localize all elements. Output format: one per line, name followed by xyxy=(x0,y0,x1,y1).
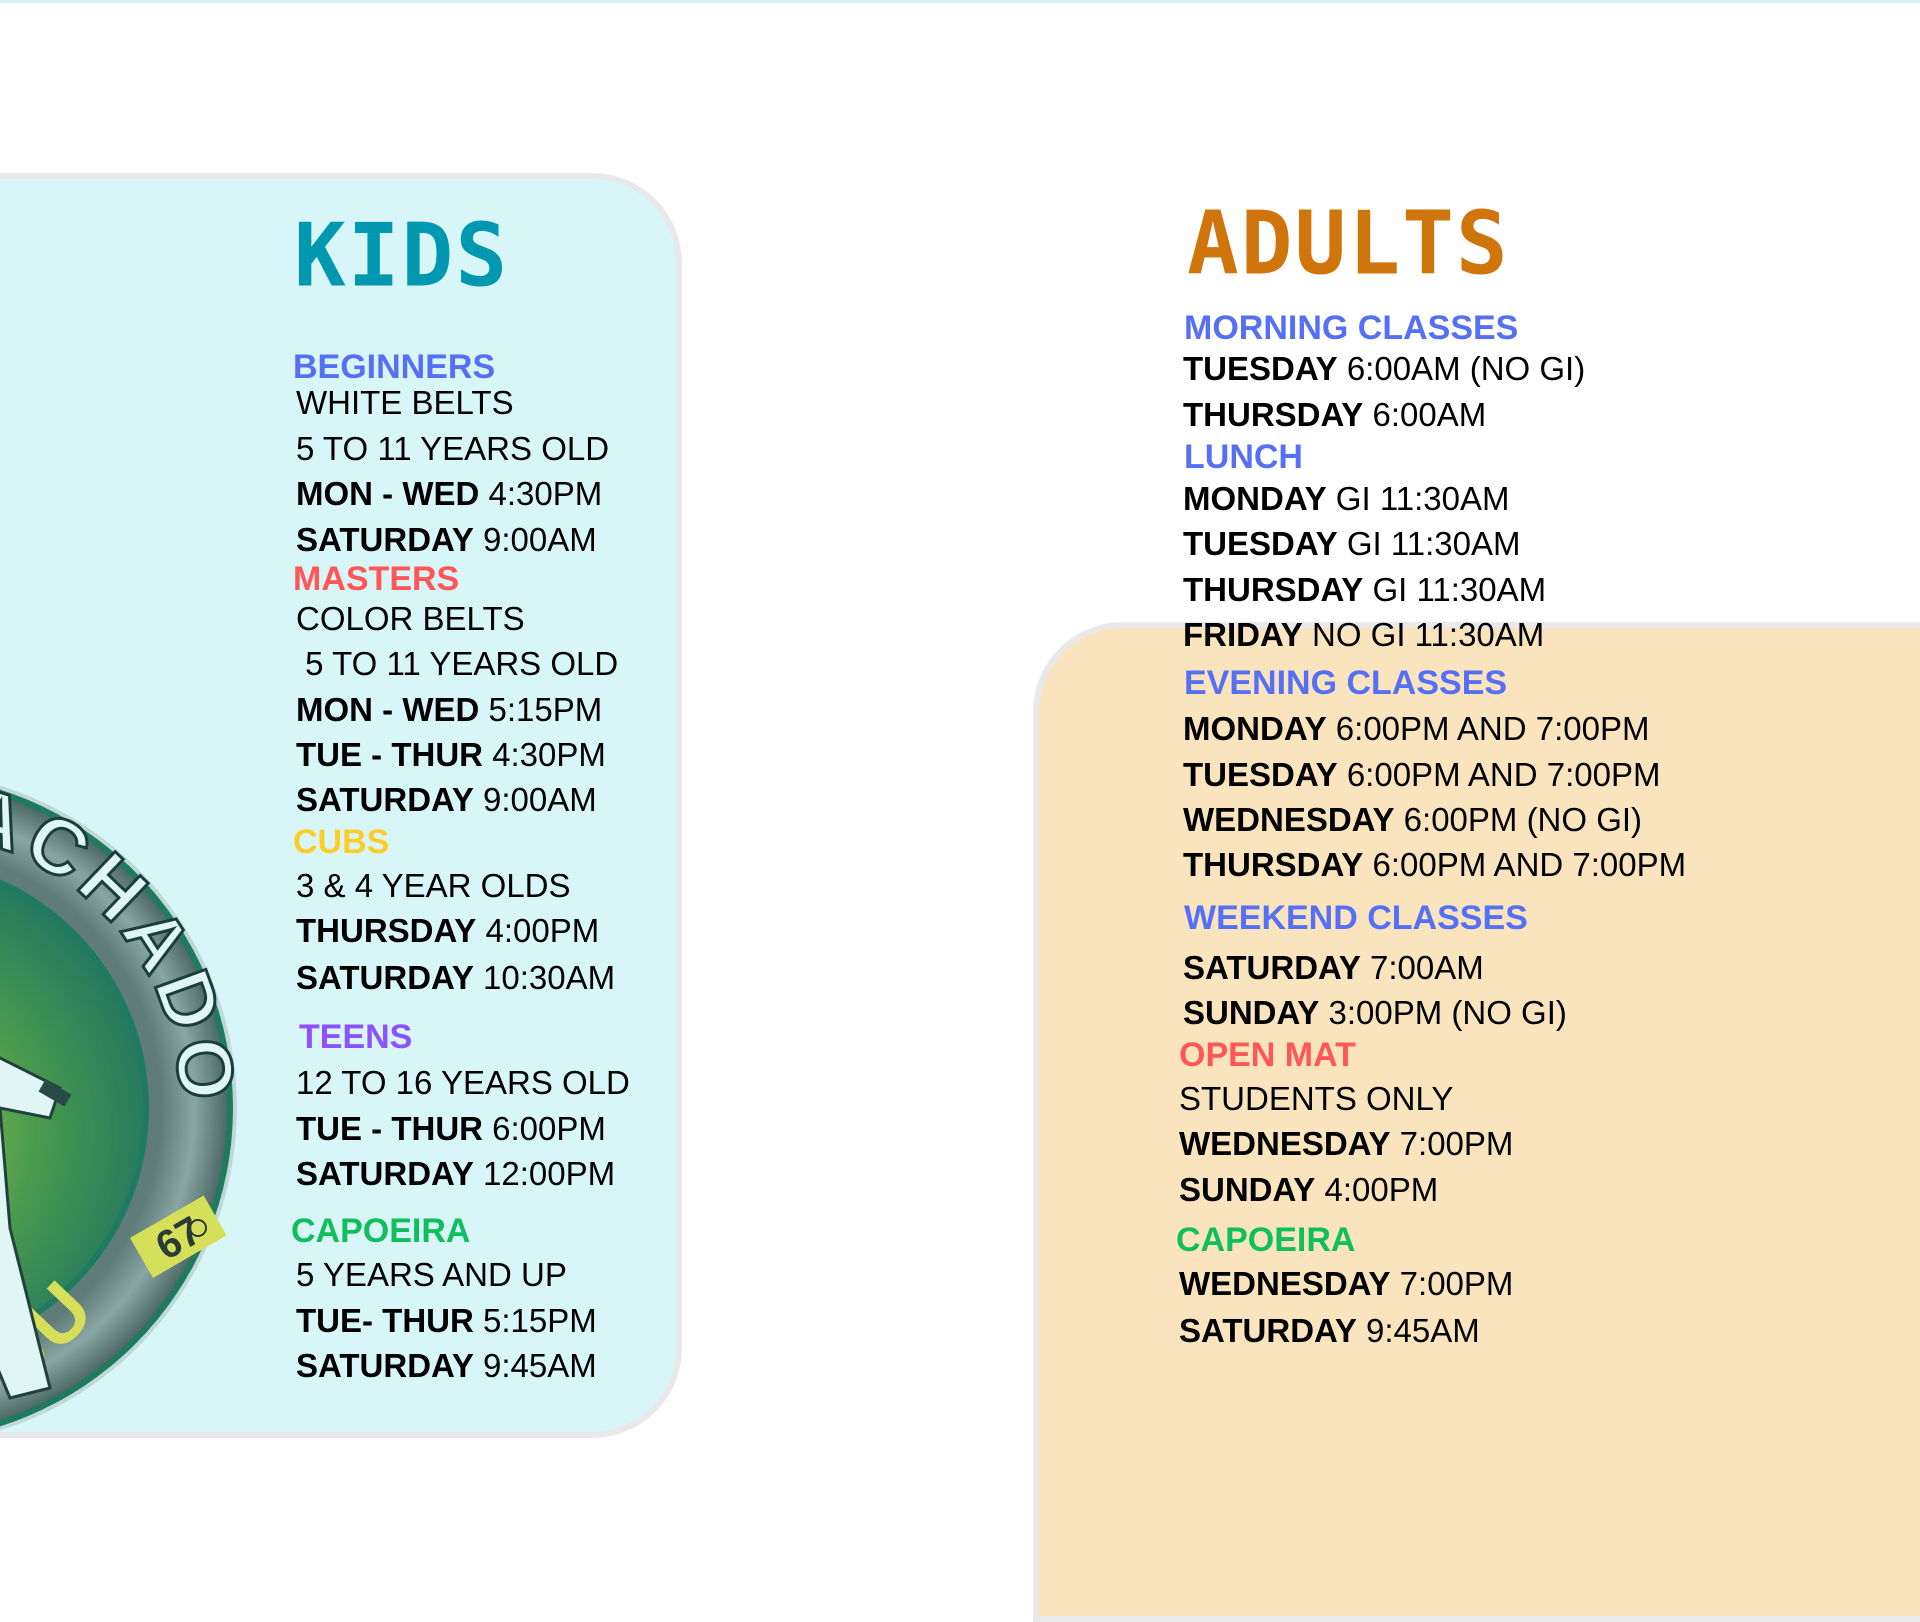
adults-schedule-card xyxy=(1033,622,1920,1622)
adults-openmat-line-2: WEDNESDAY 7:00PM xyxy=(1179,1125,1514,1162)
kids-masters-line-3: MON - WED 5:15PM xyxy=(296,691,603,728)
section-heading-teens: TEENS xyxy=(299,1018,413,1056)
adults-title: ADULTS xyxy=(1187,193,1510,295)
kids-cubs-line-3: SATURDAY 10:30AM xyxy=(296,959,616,996)
kids-beginners-line-1: WHITE BELTS xyxy=(296,384,514,421)
kids-beginners-line-3: MON - WED 4:30PM xyxy=(296,475,603,512)
adults-weekend-line-2: SUNDAY 3:00PM (NO GI) xyxy=(1183,994,1567,1031)
section-heading-lunch: LUNCH xyxy=(1184,438,1303,476)
section-heading-morning-classes: MORNING CLASSES xyxy=(1184,309,1519,347)
kids-beginners-line-4: SATURDAY 9:00AM xyxy=(296,521,597,558)
kids-teens-line-2: TUE - THUR 6:00PM xyxy=(296,1110,606,1147)
kids-teens-line-3: SATURDAY 12:00PM xyxy=(296,1155,616,1192)
section-heading-kids-capoeira: CAPOEIRA xyxy=(291,1212,471,1250)
kids-masters-line-5: SATURDAY 9:00AM xyxy=(296,781,597,818)
section-heading-masters: MASTERS xyxy=(293,560,460,598)
gracie-machado-jiu-jitsu-logo-icon: ACHADO TSU 67 xyxy=(0,768,248,1431)
adults-openmat-line-3: SUNDAY 4:00PM xyxy=(1179,1171,1439,1208)
section-heading-cubs: CUBS xyxy=(293,823,390,861)
section-heading-adults-capoeira: CAPOEIRA xyxy=(1176,1221,1356,1259)
adults-evening-line-3: WEDNESDAY 6:00PM (NO GI) xyxy=(1183,801,1643,838)
kids-masters-line-4: TUE - THUR 4:30PM xyxy=(296,736,606,773)
kids-teens-line-1: 12 TO 16 YEARS OLD xyxy=(296,1064,630,1101)
kids-title: KIDS xyxy=(294,205,510,307)
adults-lunch-line-3: THURSDAY GI 11:30AM xyxy=(1183,571,1547,608)
top-border-line xyxy=(0,0,1920,3)
adults-evening-line-4: THURSDAY 6:00PM AND 7:00PM xyxy=(1183,846,1687,883)
kids-cubs-line-2: THURSDAY 4:00PM xyxy=(296,912,600,949)
section-heading-beginners: BEGINNERS xyxy=(293,348,496,386)
adults-openmat-line-1: STUDENTS ONLY xyxy=(1179,1080,1454,1117)
kids-beginners-line-2: 5 TO 11 YEARS OLD xyxy=(296,430,610,467)
kids-capoeira-line-2: TUE- THUR 5:15PM xyxy=(296,1302,597,1339)
kids-capoeira-line-1: 5 YEARS AND UP xyxy=(296,1256,567,1293)
adults-capoeira-line-1: WEDNESDAY 7:00PM xyxy=(1179,1265,1514,1302)
adults-lunch-line-4: FRIDAY NO GI 11:30AM xyxy=(1183,616,1545,653)
adults-evening-line-1: MONDAY 6:00PM AND 7:00PM xyxy=(1183,710,1650,747)
kids-masters-line-2: 5 TO 11 YEARS OLD xyxy=(296,645,619,682)
adults-lunch-line-2: TUESDAY GI 11:30AM xyxy=(1183,525,1521,562)
kids-capoeira-line-3: SATURDAY 9:45AM xyxy=(296,1347,597,1384)
adults-capoeira-line-2: SATURDAY 9:45AM xyxy=(1179,1312,1480,1349)
section-heading-open-mat: OPEN MAT xyxy=(1179,1036,1356,1074)
section-heading-weekend-classes: WEEKEND CLASSES xyxy=(1184,899,1528,937)
adults-evening-line-2: TUESDAY 6:00PM AND 7:00PM xyxy=(1183,756,1661,793)
section-heading-evening-classes: EVENING CLASSES xyxy=(1184,664,1508,702)
kids-cubs-line-1: 3 & 4 YEAR OLDS xyxy=(296,867,571,904)
adults-morning-line-1: TUESDAY 6:00AM (NO GI) xyxy=(1183,350,1586,387)
adults-morning-line-2: THURSDAY 6:00AM xyxy=(1183,396,1487,433)
adults-lunch-line-1: MONDAY GI 11:30AM xyxy=(1183,480,1510,517)
kids-masters-line-1: COLOR BELTS xyxy=(296,600,525,637)
adults-weekend-line-1: SATURDAY 7:00AM xyxy=(1183,949,1484,986)
